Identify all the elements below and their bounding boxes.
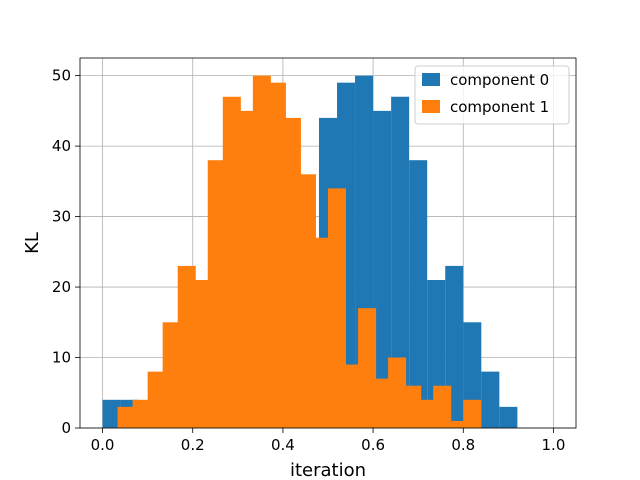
x-tick-label: 0.2 — [181, 436, 205, 454]
histogram-bar — [162, 322, 181, 428]
histogram-bar — [481, 371, 500, 428]
y-tick-label: 20 — [52, 278, 71, 296]
histogram-bar — [418, 399, 437, 428]
histogram-bar — [147, 371, 166, 428]
legend-swatch — [422, 100, 440, 113]
legend-box — [414, 65, 570, 125]
histogram-bar — [391, 96, 410, 428]
series-1-bars — [117, 75, 482, 429]
histogram-bar — [448, 420, 467, 428]
histogram-bar — [328, 188, 347, 428]
histogram-bar — [132, 399, 151, 428]
histogram-bar — [358, 308, 377, 428]
x-tick-label: 0.6 — [361, 436, 385, 454]
histogram-bar — [297, 174, 316, 428]
histogram-bar — [388, 357, 407, 428]
histogram-bar — [409, 160, 428, 428]
axes-frame — [79, 57, 577, 429]
x-tick-label: 0.8 — [451, 436, 475, 454]
plot-area: 0.0 0.2 0.4 0.6 0.8 1.0 0 10 20 30 40 50 — [52, 57, 577, 454]
histogram-bar — [282, 117, 301, 429]
histogram-bar — [102, 399, 121, 428]
histogram-bar — [192, 280, 211, 428]
histogram-bar — [373, 110, 392, 428]
y-tick-label: 0 — [61, 419, 71, 437]
histogram-bar — [117, 406, 136, 428]
histogram-bar — [312, 237, 332, 428]
y-tick-label: 30 — [52, 208, 71, 226]
y-tick-label: 40 — [52, 137, 71, 155]
histogram-bar — [463, 399, 482, 428]
histogram-bar — [433, 385, 452, 428]
histogram-bar — [499, 406, 518, 428]
histogram-bar — [343, 364, 362, 428]
histogram-bar — [222, 96, 241, 428]
x-tick-label: 1.0 — [542, 436, 566, 454]
legend: component 0 component 1 — [414, 65, 570, 125]
histogram-bar — [252, 75, 271, 428]
histogram-bar — [373, 378, 392, 428]
y-tick-label: 10 — [52, 349, 71, 367]
x-tick-label: 0.0 — [91, 436, 115, 454]
histogram-bar — [207, 160, 226, 428]
legend-label: component 1 — [450, 98, 549, 116]
histogram-bar — [237, 110, 256, 428]
histogram-bar — [177, 265, 196, 428]
histogram-bar — [403, 385, 422, 428]
histogram-bar — [267, 82, 286, 429]
legend-label: component 0 — [450, 71, 549, 89]
y-tick-label: 50 — [52, 67, 71, 85]
y-axis-label: KL — [22, 232, 43, 254]
x-tick-label: 0.4 — [271, 436, 295, 454]
legend-swatch — [422, 73, 440, 86]
x-axis-label: iteration — [290, 460, 366, 480]
